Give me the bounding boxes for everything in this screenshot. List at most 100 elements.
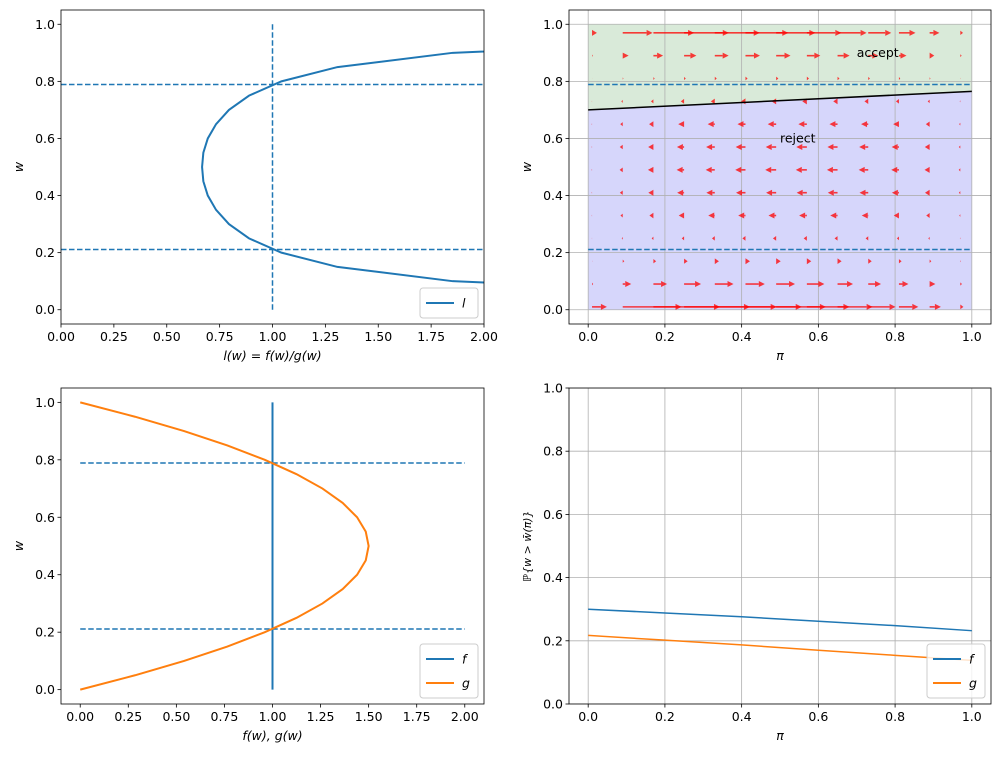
quiver-arrow xyxy=(928,236,930,240)
arrow-head xyxy=(727,281,734,288)
y-tick-label: 0.4 xyxy=(543,570,563,585)
quiver-arrow xyxy=(708,212,715,219)
arrow-head xyxy=(861,121,868,128)
arrow-head xyxy=(619,144,623,150)
quiver-arrow xyxy=(653,259,657,264)
y-axis-label: w xyxy=(11,161,26,172)
arrow-head xyxy=(710,98,715,105)
x-tick-label: 0.0 xyxy=(578,329,598,344)
quiver-arrow xyxy=(924,189,930,196)
quiver-arrow xyxy=(827,189,838,196)
subplot-4: 0.0 0.2 0.4 0.6 0.8 1.0 0.0 0.2 0.4 0.6 0.8 1.0 π ℙ{w… xyxy=(521,381,992,743)
x-tick-label: 0.4 xyxy=(732,709,752,724)
quiver-arrow xyxy=(891,166,899,173)
x-tick-label: 1.25 xyxy=(307,709,335,724)
x-tick-label: 0.50 xyxy=(153,329,181,344)
arrow-head xyxy=(722,52,729,59)
arrow-head xyxy=(622,77,624,80)
quiver-arrow xyxy=(649,121,654,128)
arrow-head xyxy=(684,258,688,264)
quiver-arrow xyxy=(776,258,781,265)
quiver-arrow xyxy=(806,52,821,59)
arrow-head xyxy=(651,236,654,241)
quiver-arrow xyxy=(926,213,930,219)
quiver-arrow xyxy=(592,29,597,36)
quiver-arrow xyxy=(621,237,623,240)
quiver-arrow xyxy=(765,166,777,173)
arrow-head xyxy=(695,281,702,288)
quiver-arrow xyxy=(706,144,715,151)
arrow-head xyxy=(768,212,775,219)
quiver-arrow xyxy=(927,99,930,104)
arrow-head xyxy=(737,121,744,128)
y-axis-label: w xyxy=(11,540,26,551)
arrow-head xyxy=(705,166,712,173)
x-axis-label: π xyxy=(776,728,784,743)
arrow-head xyxy=(929,77,931,80)
x-tick-label: 1.00 xyxy=(259,709,287,724)
arrow-head xyxy=(684,76,686,81)
legend-label-l: l xyxy=(462,296,466,311)
y-tick-label: 0.8 xyxy=(543,74,563,89)
arrow-head xyxy=(735,144,742,151)
arrow-head xyxy=(860,29,867,36)
plot-area xyxy=(61,24,484,310)
quiver-arrow xyxy=(735,166,746,173)
arrow-head xyxy=(872,52,879,59)
y-tick-label: 0.0 xyxy=(543,302,563,317)
arrow-head xyxy=(622,52,629,59)
x-tick-label: 0.6 xyxy=(808,329,828,344)
arrow-head xyxy=(600,303,607,310)
arrow-head xyxy=(742,236,746,241)
quiver-arrow xyxy=(710,98,715,105)
x-tick-label: 1.50 xyxy=(364,329,392,344)
quiver-arrow xyxy=(745,258,750,265)
quiver-arrow xyxy=(893,121,899,128)
quiver-arrow xyxy=(648,144,654,151)
quiver-arrow xyxy=(859,189,869,196)
arrow-head xyxy=(620,213,623,218)
quiver-arrow xyxy=(714,76,717,81)
arrow-head xyxy=(795,166,802,173)
arrow-head xyxy=(690,52,697,59)
quiver-arrow xyxy=(929,303,941,310)
arrow-head xyxy=(924,189,930,196)
arrow-head xyxy=(826,166,833,173)
arrow-head xyxy=(776,76,779,81)
arrow-head xyxy=(799,212,806,219)
quiver-arrow xyxy=(929,29,940,36)
arrow-head xyxy=(776,258,781,265)
quiver-arrow xyxy=(868,258,872,264)
arrow-head xyxy=(960,304,964,310)
arrow-head xyxy=(900,52,907,59)
quiver-arrow xyxy=(621,99,623,103)
arrow-head xyxy=(767,121,774,128)
quiver-arrow xyxy=(898,52,907,59)
quiver-arrow xyxy=(898,303,919,310)
quiver-arrow xyxy=(837,281,854,288)
arrow-head xyxy=(927,99,930,104)
quiver-arrow xyxy=(768,212,777,219)
series-g xyxy=(79,401,370,691)
arrow-head xyxy=(625,281,632,288)
quiver-arrow xyxy=(826,166,838,173)
quiver-arrow xyxy=(650,99,654,104)
y-tick-label: 1.0 xyxy=(35,17,55,32)
arrow-head xyxy=(592,54,593,57)
arrow-head xyxy=(858,166,865,173)
arrow-head xyxy=(745,76,748,81)
arrow-head xyxy=(833,98,838,105)
quiver-arrow xyxy=(929,77,931,80)
quiver-arrow xyxy=(767,121,777,128)
quiver-arrow xyxy=(619,190,623,195)
y-tick-label: 0.4 xyxy=(35,567,55,582)
quiver-arrow xyxy=(684,281,702,288)
plot-area xyxy=(569,388,991,704)
x-tick-label: 0.2 xyxy=(655,329,675,344)
quiver-arrow xyxy=(806,258,812,265)
y-tick-label: 0.6 xyxy=(543,131,563,146)
y-tick-label: 0.6 xyxy=(543,507,563,522)
quiver-arrow xyxy=(592,282,594,286)
quiver-arrow xyxy=(653,77,655,80)
